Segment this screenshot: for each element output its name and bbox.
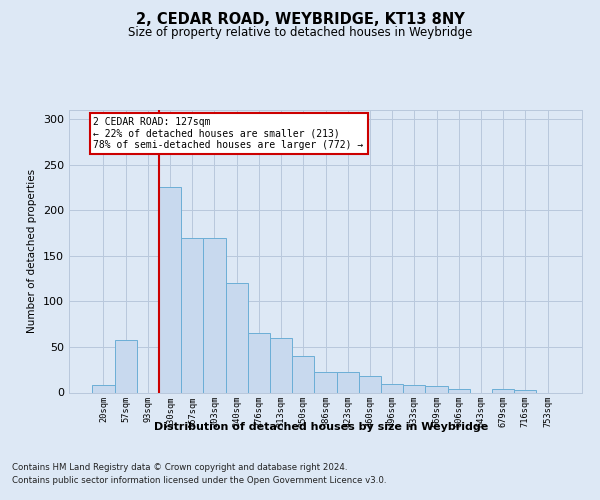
Text: 2, CEDAR ROAD, WEYBRIDGE, KT13 8NY: 2, CEDAR ROAD, WEYBRIDGE, KT13 8NY — [136, 12, 464, 28]
Bar — [359, 376, 381, 392]
Bar — [403, 385, 425, 392]
Bar — [381, 384, 403, 392]
Bar — [448, 389, 470, 392]
Bar — [337, 372, 359, 392]
Bar — [314, 372, 337, 392]
Y-axis label: Number of detached properties: Number of detached properties — [28, 169, 37, 334]
Text: Size of property relative to detached houses in Weybridge: Size of property relative to detached ho… — [128, 26, 472, 39]
Bar — [159, 188, 181, 392]
Bar — [181, 238, 203, 392]
Bar — [226, 283, 248, 393]
Text: 2 CEDAR ROAD: 127sqm
← 22% of detached houses are smaller (213)
78% of semi-deta: 2 CEDAR ROAD: 127sqm ← 22% of detached h… — [94, 118, 364, 150]
Bar — [514, 390, 536, 392]
Bar — [92, 385, 115, 392]
Bar — [203, 238, 226, 392]
Bar — [492, 389, 514, 392]
Text: Distribution of detached houses by size in Weybridge: Distribution of detached houses by size … — [154, 422, 488, 432]
Bar — [425, 386, 448, 392]
Text: Contains HM Land Registry data © Crown copyright and database right 2024.: Contains HM Land Registry data © Crown c… — [12, 462, 347, 471]
Text: Contains public sector information licensed under the Open Government Licence v3: Contains public sector information licen… — [12, 476, 386, 485]
Bar — [115, 340, 137, 392]
Bar — [292, 356, 314, 393]
Bar — [248, 334, 270, 392]
Bar — [270, 338, 292, 392]
